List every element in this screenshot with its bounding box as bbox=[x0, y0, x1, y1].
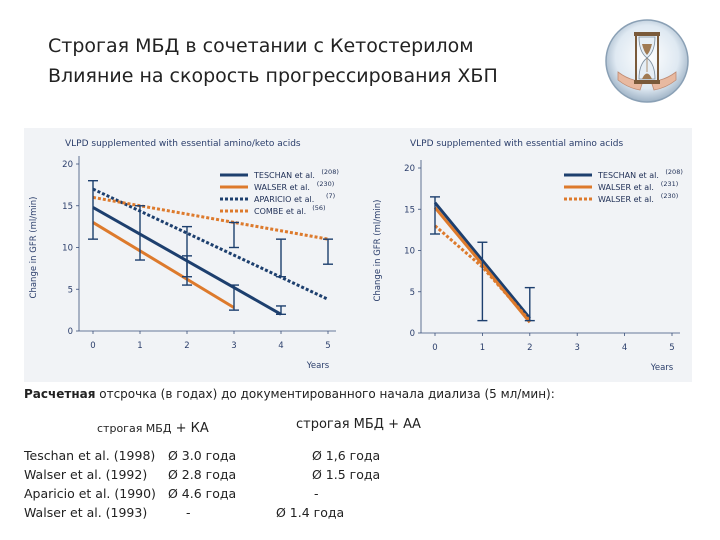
calc-caption-bold: Расчетная bbox=[24, 387, 96, 401]
chart1-y-tick-label: 20 bbox=[62, 160, 73, 170]
gfr-charts: VLPD supplemented with essential amino/k… bbox=[29, 139, 683, 373]
chart2-y-tick-label: 15 bbox=[404, 205, 415, 215]
chart1-series-line-2 bbox=[92, 221, 235, 309]
chart2-y-tick-label: 20 bbox=[404, 164, 415, 174]
chart2-legend-ref: (208) bbox=[665, 168, 682, 176]
study-name: Aparicio et al. (1990) bbox=[24, 486, 156, 501]
chart1-x-tick-label: 3 bbox=[231, 341, 236, 351]
chart1-y-tick-label: 10 bbox=[62, 244, 73, 254]
chart1-x-tick-label: 4 bbox=[278, 341, 283, 351]
delay-aa-value: Ø 1,6 года bbox=[312, 448, 381, 463]
chart2-y-axis-label: Change in GFR (ml/min) bbox=[373, 200, 383, 302]
chart1-series-line-3 bbox=[92, 187, 329, 301]
chart1-x-axis-label: Years bbox=[306, 361, 330, 371]
chart1-x-tick-label: 2 bbox=[184, 341, 189, 351]
chart-panel: VLPD supplemented with essential amino/k… bbox=[24, 128, 692, 382]
chart2-legend-label: TESCHAN et al. bbox=[597, 171, 659, 180]
chart2-legend-label: WALSER et al. bbox=[598, 195, 654, 204]
chart2-y-tick-label: 10 bbox=[404, 247, 415, 257]
chart1-legend-label: COMBE et al. bbox=[254, 207, 306, 216]
delay-aa-value: Ø 1.4 года bbox=[276, 505, 345, 520]
column-header-aa: строгая МБД + АА bbox=[296, 417, 421, 432]
study-name: Teschan et al. (1998) bbox=[24, 448, 156, 463]
chart2-legend-ref: (230) bbox=[661, 192, 678, 200]
chart2-x-tick-label: 1 bbox=[480, 343, 485, 353]
chart2-x-axis-label: Years bbox=[650, 363, 674, 373]
chart2-legend-label: WALSER et al. bbox=[598, 183, 654, 192]
chart1-y-axis-label: Change in GFR (ml/min) bbox=[29, 197, 39, 299]
chart1-legend-ref: (7) bbox=[326, 192, 335, 200]
chart2-x-tick-label: 5 bbox=[669, 343, 674, 353]
chart2-x-tick-label: 4 bbox=[622, 343, 627, 353]
chart2-title: VLPD supplemented with essential amino a… bbox=[410, 139, 623, 149]
delay-aa-value: - bbox=[314, 486, 319, 501]
delay-ka-value: - bbox=[186, 505, 191, 520]
study-name: Walser et al. (1992) bbox=[24, 467, 148, 482]
chart1-legend-label: WALSER et al. bbox=[254, 183, 310, 192]
chart1-legend-ref: (208) bbox=[321, 168, 338, 176]
chart2-x-tick-label: 0 bbox=[432, 343, 437, 353]
chart1-legend-label: TESCHAN et al. bbox=[253, 171, 315, 180]
delay-ka-value: Ø 3.0 года bbox=[168, 448, 237, 463]
chart1-legend-ref: (56) bbox=[312, 204, 325, 212]
slide-title-line-1: Строгая МБД в сочетании с Кетостерилом bbox=[48, 35, 474, 57]
column-header-ka-suffix: + КА bbox=[171, 421, 209, 436]
chart2-x-tick-label: 3 bbox=[574, 343, 579, 353]
delay-ka-value: Ø 4.6 года bbox=[168, 486, 237, 501]
chart1-x-tick-label: 1 bbox=[137, 341, 142, 351]
chart1-title: VLPD supplemented with essential amino/k… bbox=[65, 139, 301, 149]
delay-ka-value: Ø 2.8 года bbox=[168, 467, 237, 482]
study-name: Walser et al. (1993) bbox=[24, 505, 148, 520]
chart2-y-tick-label: 5 bbox=[410, 288, 415, 298]
delay-aa-value: Ø 1.5 года bbox=[312, 467, 381, 482]
chart2-x-tick-label: 2 bbox=[527, 343, 532, 353]
chart1-legend-ref: (230) bbox=[317, 180, 334, 188]
chart2-legend-ref: (231) bbox=[661, 180, 678, 188]
chart1-x-tick-label: 0 bbox=[90, 341, 95, 351]
column-header-ka-main: строгая МБД bbox=[97, 422, 172, 435]
chart1-legend-label: APARICIO et al. bbox=[254, 195, 314, 204]
chart2-y-tick-label: 0 bbox=[410, 329, 415, 339]
chart1-y-tick-label: 5 bbox=[68, 285, 73, 295]
column-header-ka: строгая МБД + КА bbox=[97, 417, 209, 436]
calc-caption-text: отсрочка (в годах) до документированного… bbox=[95, 387, 555, 401]
slide-title-line-2: Влияние на скорость прогрессирования ХБП bbox=[48, 65, 498, 87]
chart1-y-tick-label: 0 bbox=[68, 327, 73, 337]
chart1-x-tick-label: 5 bbox=[325, 341, 330, 351]
chart1-y-tick-label: 15 bbox=[62, 202, 73, 212]
calc-caption: Расчетная отсрочка (в годах) до документ… bbox=[24, 387, 555, 401]
hourglass-in-hands-icon bbox=[604, 18, 690, 104]
